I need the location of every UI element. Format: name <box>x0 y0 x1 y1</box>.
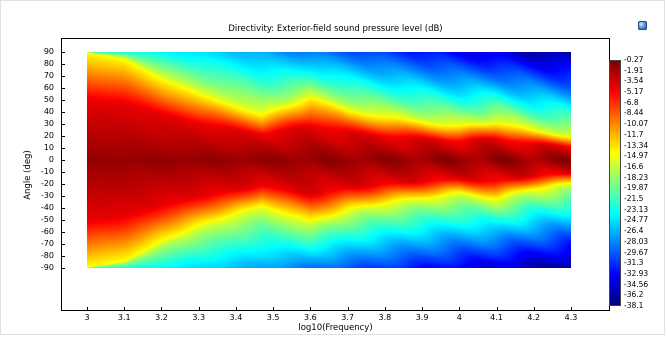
colorbar-tick-label: -28.03 <box>624 236 649 246</box>
y-tick-label: -50 <box>40 215 54 224</box>
y-tick-mark <box>61 136 65 137</box>
x-tick-label: 4.2 <box>527 313 541 322</box>
x-tick-label: 3.2 <box>155 313 168 322</box>
y-tick-mark <box>61 88 65 89</box>
y-tick-label: 60 <box>43 83 54 92</box>
y-tick-label: -40 <box>40 203 54 212</box>
colorbar-tick-label: -11.7 <box>624 129 644 139</box>
x-tick-label: 3.4 <box>229 313 243 322</box>
x-tick-label: 3.7 <box>341 313 354 322</box>
colorbar-tick-label: -38.1 <box>624 301 644 310</box>
x-tick-mark <box>384 307 386 311</box>
y-tick-mark <box>61 124 65 125</box>
colorbar-tick-label: -31.3 <box>624 258 644 268</box>
x-tick-mark <box>533 307 535 311</box>
y-tick-mark <box>61 220 65 221</box>
x-tick-label: 3.9 <box>415 313 429 322</box>
y-tick-label: 20 <box>43 131 54 140</box>
y-tick-label: 90 <box>43 47 54 56</box>
x-tick-mark <box>347 307 349 311</box>
y-tick-mark <box>61 268 65 269</box>
x-tick-mark <box>124 307 126 311</box>
colorbar-tick-label: -36.2 <box>624 290 644 300</box>
x-tick-mark <box>496 307 498 311</box>
y-tick-mark <box>61 112 65 113</box>
x-tick-label: 4.3 <box>564 313 578 322</box>
x-tick-label: 3.3 <box>192 313 206 322</box>
y-tick-mark <box>61 172 65 173</box>
y-tick-mark <box>61 100 65 101</box>
y-tick-label: -90 <box>40 263 54 272</box>
x-tick-label: 3.5 <box>266 313 280 322</box>
y-tick-label: -30 <box>40 191 54 200</box>
y-tick-label: -60 <box>40 227 54 236</box>
y-tick-label: 50 <box>43 95 54 104</box>
x-tick-label: 3.6 <box>304 313 317 322</box>
colorbar-tick-label: -8.44 <box>624 108 644 118</box>
y-tick-mark <box>61 64 65 65</box>
colorbar-tick-label: -24.77 <box>624 215 649 225</box>
camera-icon[interactable] <box>636 19 648 31</box>
x-tick-label: 3 <box>84 313 90 322</box>
x-tick-mark <box>422 307 424 311</box>
y-tick-mark <box>61 208 65 209</box>
colorbar-tick-label: -34.56 <box>624 279 649 289</box>
heatmap-surface <box>87 52 571 268</box>
y-tick-mark <box>61 232 65 233</box>
y-tick-mark <box>61 76 65 77</box>
colorbar-tick-label: -6.8 <box>624 97 639 107</box>
y-tick-mark <box>61 184 65 185</box>
colorbar-tick-label: -13.34 <box>624 140 649 150</box>
y-axis-label: Angle (deg) <box>23 150 33 200</box>
colorbar-tick-label: -0.27 <box>624 55 644 64</box>
colorbar-tick-label: -19.87 <box>624 183 649 193</box>
y-tick-label: 30 <box>43 119 54 128</box>
x-tick-mark <box>235 307 237 311</box>
y-tick-mark <box>61 256 65 257</box>
colorbar-tick-label: -26.4 <box>624 226 644 236</box>
x-tick-mark <box>273 307 275 311</box>
y-tick-label: -70 <box>40 239 54 248</box>
y-tick-label: -80 <box>40 251 54 260</box>
colorbar-tick-label: -23.13 <box>624 204 649 214</box>
colorbar-tick-label: -18.23 <box>624 172 649 182</box>
y-tick-label: -20 <box>40 179 54 188</box>
colorbar-tick-label: -10.07 <box>624 119 649 129</box>
x-tick-mark <box>198 307 200 311</box>
colorbar-tick-label: -3.54 <box>624 76 644 86</box>
colorbar-tick-label: -1.91 <box>624 65 644 75</box>
y-tick-mark <box>61 148 65 149</box>
y-tick-label: 40 <box>43 107 54 116</box>
colorbar-tick-label: -14.97 <box>624 151 649 161</box>
x-tick-mark <box>161 307 163 311</box>
x-axis-label: log10(Frequency) <box>298 323 373 333</box>
y-tick-label: 10 <box>43 143 54 152</box>
y-tick-label: 70 <box>43 71 54 80</box>
x-tick-label: 3.1 <box>117 313 131 322</box>
x-tick-label: 3.8 <box>378 313 392 322</box>
colorbar-tick-label: -16.6 <box>624 161 644 171</box>
colorbar <box>609 60 621 306</box>
x-tick-mark <box>459 307 461 311</box>
x-tick-label: 4 <box>456 313 462 322</box>
colorbar-tick-label: -5.17 <box>624 87 644 97</box>
y-tick-mark <box>61 52 65 53</box>
x-tick-mark <box>87 307 88 311</box>
y-tick-mark <box>61 196 65 197</box>
x-tick-mark <box>310 307 312 311</box>
y-tick-label: -10 <box>40 167 54 176</box>
y-tick-label: 80 <box>43 59 54 68</box>
y-tick-mark <box>61 160 65 161</box>
y-tick-mark <box>61 244 65 245</box>
colorbar-tick-label: -21.5 <box>624 194 644 204</box>
colorbar-tick-label: -29.67 <box>624 247 649 257</box>
x-tick-mark <box>571 307 572 311</box>
colorbar-tick-label: -32.93 <box>624 268 649 278</box>
x-tick-label: 4.1 <box>490 313 503 322</box>
y-tick-label: 0 <box>48 155 54 164</box>
chart-title: Directivity: Exterior-field sound pressu… <box>228 24 443 34</box>
